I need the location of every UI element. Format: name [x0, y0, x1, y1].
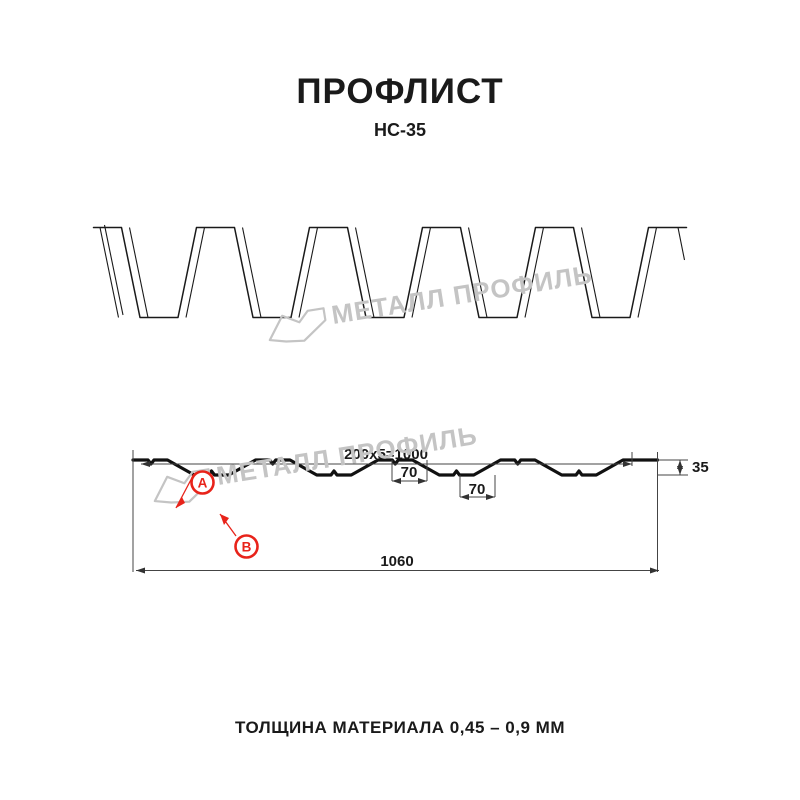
svg-text:МЕТАЛЛ ПРОФИЛЬ: МЕТАЛЛ ПРОФИЛЬ: [214, 420, 479, 491]
svg-text:B: B: [242, 540, 252, 555]
svg-text:70: 70: [401, 464, 418, 481]
svg-text:A: A: [198, 476, 208, 491]
svg-text:35: 35: [692, 459, 709, 476]
svg-text:1060: 1060: [380, 553, 413, 570]
svg-text:70: 70: [469, 481, 486, 498]
svg-text:МЕТАЛЛ ПРОФИЛЬ: МЕТАЛЛ ПРОФИЛЬ: [329, 259, 594, 330]
